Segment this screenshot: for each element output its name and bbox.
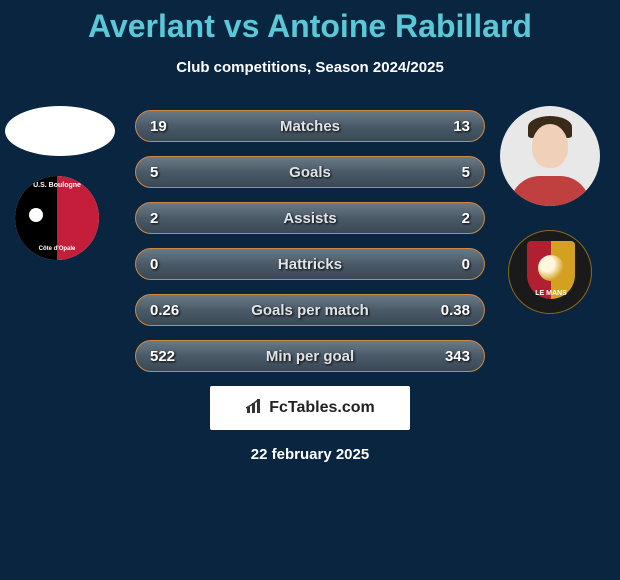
stat-label: Hattricks: [200, 256, 420, 273]
stat-right-value: 13: [420, 118, 470, 135]
stats-column: 19 Matches 13 5 Goals 5 2 Assists 2 0 Ha…: [135, 106, 485, 372]
shield-text: LE MANS: [527, 290, 575, 297]
stat-label: Assists: [200, 210, 420, 227]
shield-ball-icon: [538, 255, 564, 281]
stat-left-value: 0.26: [150, 302, 200, 319]
stat-left-value: 19: [150, 118, 200, 135]
stat-right-value: 0.38: [420, 302, 470, 319]
stat-label: Goals: [200, 164, 420, 181]
stat-label: Min per goal: [200, 348, 420, 365]
stat-left-value: 5: [150, 164, 200, 181]
stat-label: Goals per match: [200, 302, 420, 319]
watermark-text: FcTables.com: [269, 399, 375, 417]
comparison-date: 22 february 2025: [0, 446, 620, 463]
stat-row: 522 Min per goal 343: [135, 340, 485, 372]
badge-left-text-top: U.S. Boulogne: [15, 182, 99, 189]
avatar-face: [532, 124, 568, 168]
season-subtitle: Club competitions, Season 2024/2025: [0, 59, 620, 76]
player-right-avatar: [500, 106, 600, 206]
stat-row: 0 Hattricks 0: [135, 248, 485, 280]
badge-left-text-bottom: Côte d'Opale: [15, 246, 99, 252]
stat-right-value: 343: [420, 348, 470, 365]
stat-left-value: 2: [150, 210, 200, 227]
content-area: U.S. Boulogne Côte d'Opale LE MANS 19 Ma…: [0, 106, 620, 463]
player-right-panel: LE MANS: [500, 106, 600, 314]
club-badge-right: LE MANS: [508, 230, 592, 314]
stat-right-value: 0: [420, 256, 470, 273]
chart-icon: [245, 397, 265, 420]
stat-right-value: 2: [420, 210, 470, 227]
stat-right-value: 5: [420, 164, 470, 181]
player-left-avatar: [5, 106, 115, 156]
stat-row: 19 Matches 13: [135, 110, 485, 142]
watermark-badge: FcTables.com: [210, 386, 410, 430]
club-badge-left: U.S. Boulogne Côte d'Opale: [15, 176, 99, 260]
stat-left-value: 522: [150, 348, 200, 365]
player-left-panel: U.S. Boulogne Côte d'Opale: [5, 106, 115, 260]
avatar-shoulders: [510, 176, 590, 206]
stat-row: 5 Goals 5: [135, 156, 485, 188]
stat-row: 2 Assists 2: [135, 202, 485, 234]
stat-label: Matches: [200, 118, 420, 135]
stat-left-value: 0: [150, 256, 200, 273]
stat-row: 0.26 Goals per match 0.38: [135, 294, 485, 326]
shield-icon: LE MANS: [527, 241, 575, 299]
comparison-title: Averlant vs Antoine Rabillard: [0, 0, 620, 45]
ball-icon: [29, 208, 43, 222]
